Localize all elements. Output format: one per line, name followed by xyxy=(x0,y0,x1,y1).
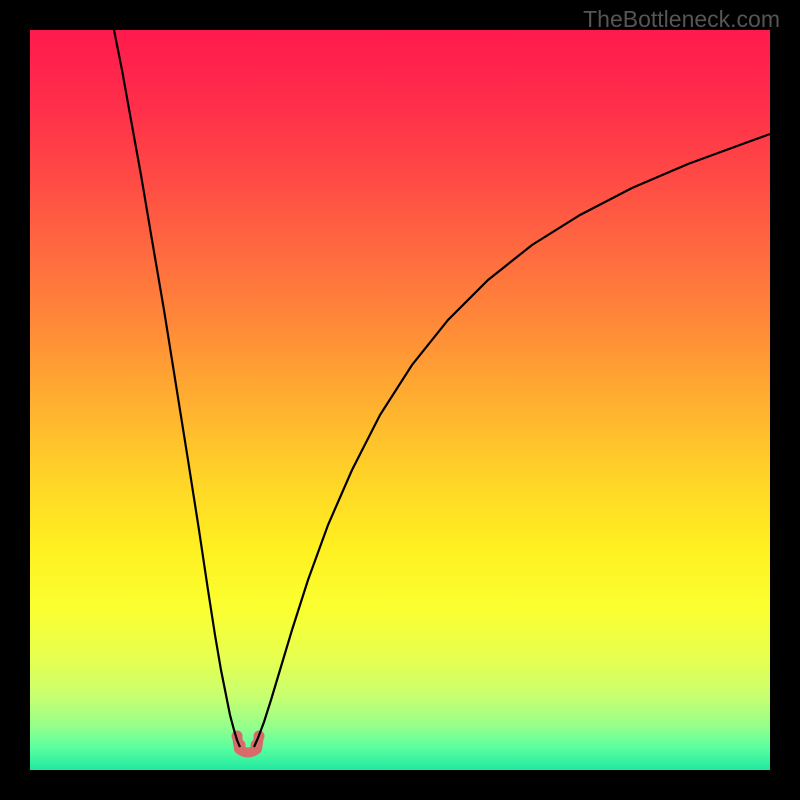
plot-area xyxy=(30,30,770,770)
watermark-text: TheBottleneck.com xyxy=(583,6,780,33)
bottleneck-curve xyxy=(30,30,770,770)
